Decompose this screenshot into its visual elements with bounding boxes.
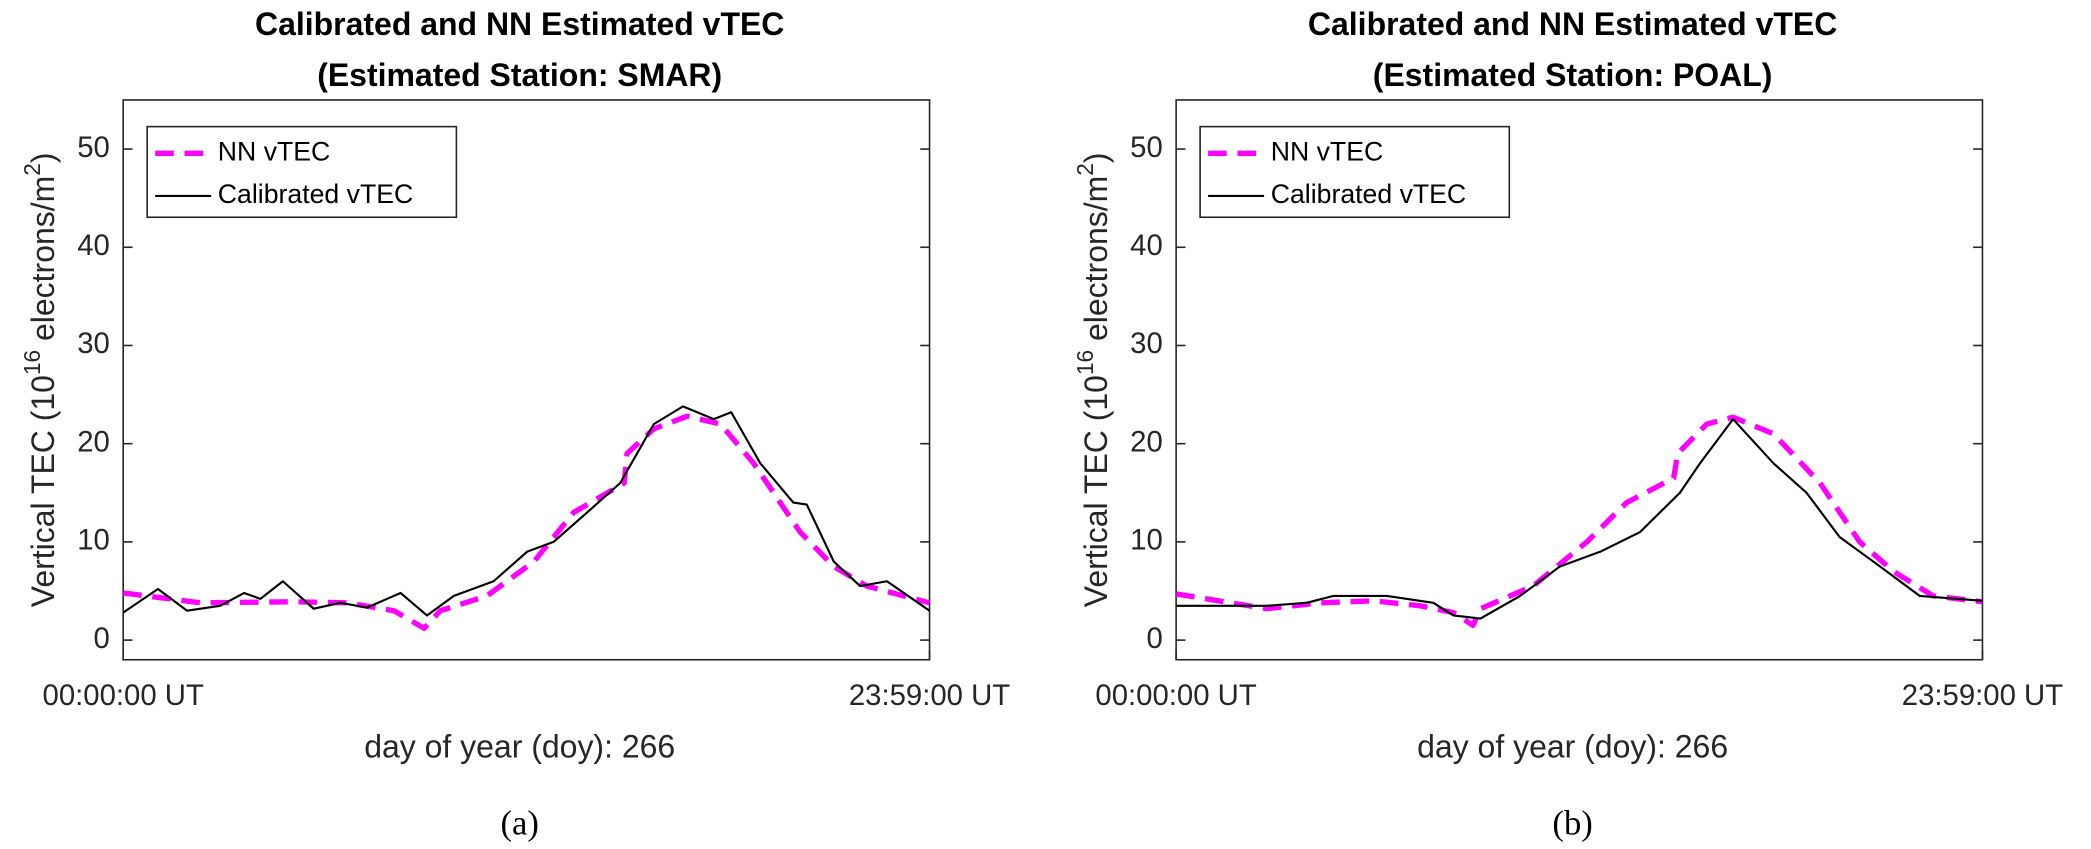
y-axis-label: Vertical TEC (1016 electrons/m2) xyxy=(19,152,61,607)
y-tick-label: 20 xyxy=(1130,425,1163,458)
series-line xyxy=(123,405,930,617)
series-line xyxy=(123,413,930,631)
chart-title: (Estimated Station: SMAR) xyxy=(317,57,722,93)
x-axis-label: day of year (doy): 266 xyxy=(364,728,675,764)
x-tick-label: 23:59:00 UT xyxy=(849,679,1010,712)
x-axis-label: day of year (doy): 266 xyxy=(1417,728,1728,764)
x-tick-label: 00:00:00 UT xyxy=(1095,679,1256,712)
y-tick-label: 10 xyxy=(77,524,110,557)
y-tick-label: 10 xyxy=(1130,524,1163,557)
y-tick-label: 50 xyxy=(1130,131,1163,164)
y-tick-label: 40 xyxy=(77,229,110,262)
legend-label: Calibrated vTEC xyxy=(218,179,413,209)
label-part: electrons/m xyxy=(25,176,61,350)
plot xyxy=(123,405,930,631)
chart-title: Calibrated and NN Estimated vTEC xyxy=(1308,6,1837,42)
legend-label: Calibrated vTEC xyxy=(1271,179,1466,209)
y-tick-label: 0 xyxy=(1146,622,1162,655)
caption: (b) xyxy=(1552,804,1592,842)
y-tick-label: 50 xyxy=(77,131,110,164)
legend-label: NN vTEC xyxy=(218,136,330,166)
series-line xyxy=(1176,414,1983,629)
y-tick-label: 30 xyxy=(77,327,110,360)
legend-box xyxy=(1199,125,1511,219)
label-part: Vertical TEC (10 xyxy=(1078,375,1114,607)
superscript: 2 xyxy=(1072,163,1098,176)
superscript: 16 xyxy=(19,350,45,375)
legend-label: NN vTEC xyxy=(1271,136,1383,166)
legend-box xyxy=(146,125,458,219)
y-tick-label: 20 xyxy=(77,425,110,458)
superscript: 16 xyxy=(1072,350,1098,375)
y-tick-label: 40 xyxy=(1130,229,1163,262)
panel: Calibrated and NN Estimated vTEC (Estimat… xyxy=(1072,6,2063,842)
x-tick-label: 23:59:00 UT xyxy=(1902,679,2063,712)
panel: Calibrated and NN Estimated vTEC (Estimat… xyxy=(19,6,1010,842)
label-part: ) xyxy=(1078,152,1114,163)
chart-title: (Estimated Station: POAL) xyxy=(1373,57,1773,93)
label-part: electrons/m xyxy=(1078,176,1114,350)
label-part: ) xyxy=(25,152,61,163)
y-tick-label: 0 xyxy=(94,622,110,655)
plot xyxy=(1176,414,1983,629)
x-tick-label: 00:00:00 UT xyxy=(43,679,204,712)
y-axis-label: Vertical TEC (1016 electrons/m2) xyxy=(1072,152,1114,607)
label-part: Vertical TEC (10 xyxy=(25,375,61,607)
y-tick-label: 30 xyxy=(1130,327,1163,360)
caption: (a) xyxy=(500,804,538,842)
superscript: 2 xyxy=(19,163,45,176)
series-line xyxy=(1176,418,1983,620)
chart-title: Calibrated and NN Estimated vTEC xyxy=(255,6,784,42)
